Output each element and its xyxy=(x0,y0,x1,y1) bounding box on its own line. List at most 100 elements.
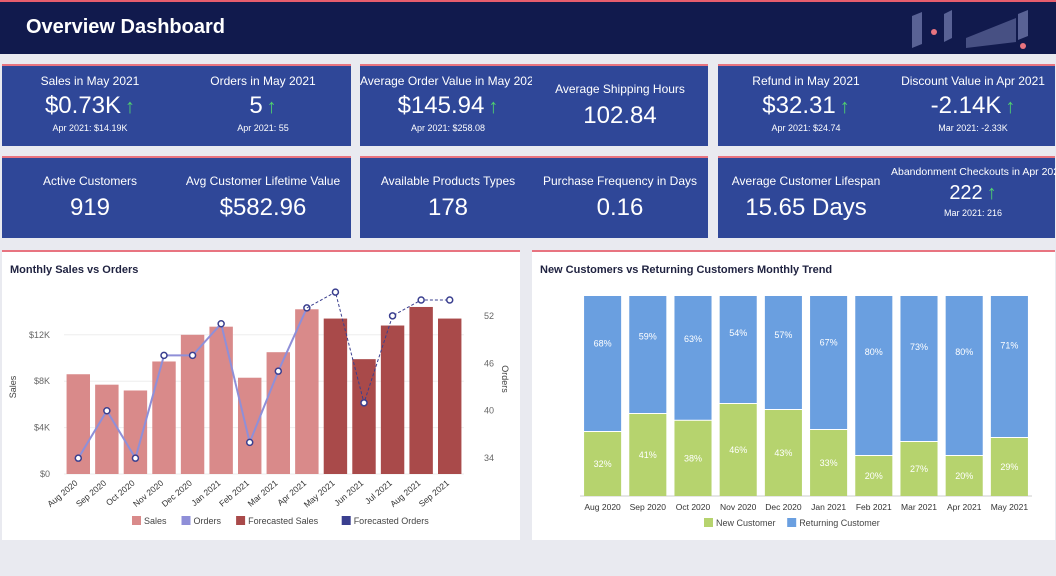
new-customer-bar xyxy=(674,420,712,496)
forecast-sales-bar xyxy=(380,325,405,474)
new-customer-bar xyxy=(719,404,757,496)
up-arrow-icon: ↑ xyxy=(1005,96,1016,118)
kpi-label: Average Shipping Hours xyxy=(555,82,685,96)
sales-bar xyxy=(295,309,319,474)
new-data-label: 27% xyxy=(910,464,928,474)
new-data-label: 32% xyxy=(594,459,612,469)
new-customer-bar xyxy=(990,438,1028,496)
returning-data-label: 73% xyxy=(910,342,928,352)
x-tick-label: Apr 2021 xyxy=(947,502,982,512)
x-tick-label: Sep 2020 xyxy=(74,478,109,509)
kpi-value: 178 xyxy=(427,194,469,221)
kpi-sub: Apr 2021: 55 xyxy=(237,123,289,133)
returning-customer-bar xyxy=(719,296,757,403)
x-tick-label: Aug 2021 xyxy=(388,478,423,509)
kpi-sub: Apr 2021: $258.08 xyxy=(410,123,486,133)
kpi-value: 0.16 xyxy=(596,194,644,221)
returning-data-label: 71% xyxy=(1000,341,1018,351)
new-data-label: 46% xyxy=(729,445,747,455)
new-data-label: 43% xyxy=(774,448,792,458)
kpi-value: $145.94 ↑ xyxy=(397,92,499,119)
kpi-value: 102.84 xyxy=(583,102,657,129)
y2-tick-label: 40 xyxy=(484,406,494,416)
y2-tick-label: 46 xyxy=(484,358,494,368)
returning-customer-bar xyxy=(674,296,712,420)
kpi-customer-lifespan: Average Customer Lifespan 15.65 Days xyxy=(718,156,894,238)
kpi-value: 15.65 Days xyxy=(745,194,867,221)
kpi-value: $32.31 ↑ xyxy=(762,92,850,119)
forecast-sales-bar xyxy=(323,318,348,474)
legend-label: Forecasted Orders xyxy=(354,516,430,526)
legend-label: New Customer xyxy=(716,518,776,528)
returning-customer-bar xyxy=(629,296,667,413)
new-data-label: 29% xyxy=(1000,462,1018,472)
kpi-label: Purchase Frequency in Days xyxy=(542,174,698,188)
kpi-label: Active Customers xyxy=(42,174,138,188)
kpi-value: 5 ↑ xyxy=(249,92,277,119)
x-tick-label: Jun 2021 xyxy=(332,478,365,508)
orders-point xyxy=(188,351,197,360)
kpi-label: Discount Value in Apr 2021 xyxy=(901,74,1045,88)
legend-swatch xyxy=(132,516,141,525)
orders-point xyxy=(131,454,140,462)
x-tick-label: Jan 2021 xyxy=(189,478,222,508)
returning-data-label: 57% xyxy=(774,330,792,340)
x-tick-label: Nov 2020 xyxy=(131,478,166,509)
kpi-shipping-hours: Average Shipping Hours 102.84 xyxy=(532,64,708,146)
y-axis-label: Sales xyxy=(8,375,18,398)
sales-bar xyxy=(209,326,233,474)
x-tick-label: Nov 2020 xyxy=(720,502,757,512)
up-arrow-icon: ↑ xyxy=(986,182,997,204)
new-customer-bar xyxy=(810,430,848,496)
kpi-sub: Mar 2021: 216 xyxy=(943,208,1003,218)
forecast-orders-point xyxy=(331,288,340,296)
x-tick-label: Mar 2021 xyxy=(246,478,280,509)
customers-trend-chart[interactable]: 68% 32% Aug 2020 59% 41% Sep 2020 63% 38% Oct 20… xyxy=(532,252,1055,542)
kpi-discount-apr: Discount Value in Apr 2021 -2.14K ↑ Mar 2… xyxy=(891,64,1055,146)
kpi-active-customers: Active Customers 919 xyxy=(2,156,178,238)
kpi-label: Avg Customer Lifetime Value xyxy=(185,174,341,188)
x-tick-label: Feb 2021 xyxy=(856,502,892,512)
y-tick-label: $0 xyxy=(40,469,50,479)
forecast-sales-bar xyxy=(352,359,376,474)
new-data-label: 20% xyxy=(955,471,973,481)
y2-tick-label: 34 xyxy=(484,453,494,463)
kpi-value: $582.96 xyxy=(219,194,307,221)
kpi-value: $0.73K ↑ xyxy=(44,92,136,119)
chart-title: Monthly Sales vs Orders xyxy=(10,264,139,276)
x-tick-label: Sep 2021 xyxy=(417,478,452,509)
forecast-orders-point xyxy=(417,296,425,304)
returning-customer-bar xyxy=(945,296,983,455)
new-data-label: 38% xyxy=(684,453,702,463)
kpi-abandoned-checkouts: Abandonment Checkouts in Apr 2021 222 ↑ M… xyxy=(891,156,1056,238)
forecast-orders-point xyxy=(445,296,454,304)
new-data-label: 33% xyxy=(820,458,838,468)
returning-customer-bar xyxy=(855,296,893,455)
legend-label: Forecasted Sales xyxy=(248,516,319,526)
new-customer-bar xyxy=(629,414,667,496)
legend-swatch xyxy=(787,518,797,527)
sales-orders-panel: Monthly Sales vs Orders $0 $4K $8K $12K 34 40… xyxy=(2,250,520,540)
new-customer-bar xyxy=(764,410,802,496)
returning-data-label: 59% xyxy=(639,332,657,342)
chart-title: New Customers vs Returning Customers Mon… xyxy=(540,264,833,276)
returning-customer-bar xyxy=(584,296,622,431)
forecast-orders-point xyxy=(360,399,368,407)
orders-point xyxy=(274,367,283,375)
kpi-label: Refund in May 2021 xyxy=(752,74,860,88)
kpi-orders-may: Orders in May 2021 5 ↑ Apr 2021: 55 xyxy=(175,64,351,146)
orders-point xyxy=(103,406,111,415)
kpi-lifetime-value: Avg Customer Lifetime Value $582.96 xyxy=(175,156,351,238)
sales-bar xyxy=(180,334,205,474)
forecast-sales-bar xyxy=(409,306,433,474)
up-arrow-icon: ↑ xyxy=(125,96,136,118)
kpi-label: Average Order Value in May 2021 xyxy=(360,74,541,88)
header-bar: Overview Dashboard xyxy=(0,0,1056,54)
y-tick-label: $4K xyxy=(34,423,50,433)
returning-data-label: 63% xyxy=(684,334,702,344)
x-tick-label: Sep 2020 xyxy=(630,502,667,512)
x-tick-label: May 2021 xyxy=(991,502,1029,512)
forecast-sales-bar xyxy=(438,318,462,474)
kpi-value: 222 ↑ xyxy=(949,182,997,204)
